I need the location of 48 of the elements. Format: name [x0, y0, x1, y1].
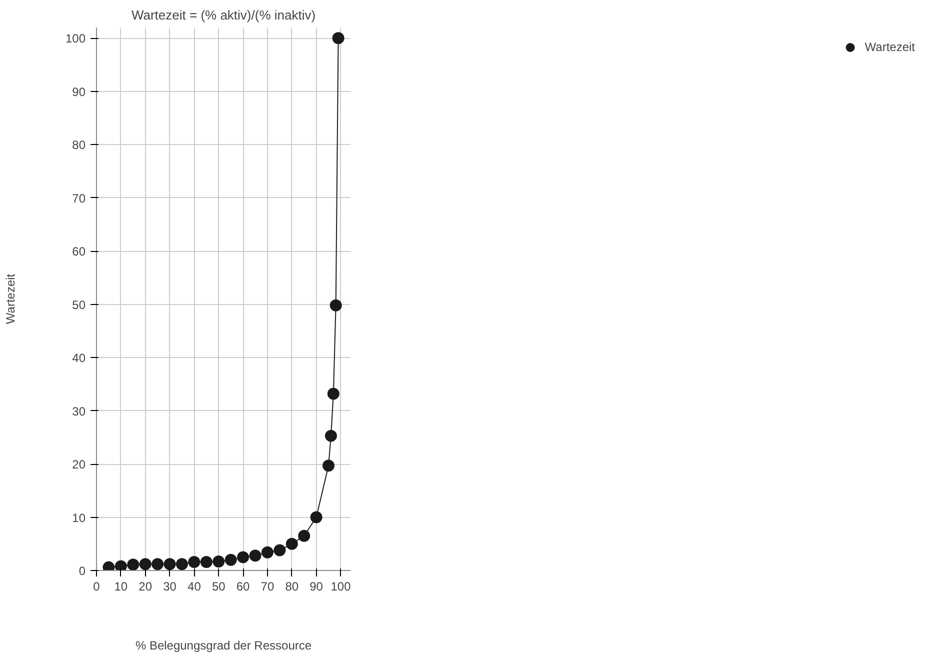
x-tick-label: 90 — [310, 580, 324, 594]
x-tick-label: 0 — [93, 580, 100, 594]
x-tick-label: 20 — [138, 580, 152, 594]
point — [286, 538, 298, 550]
y-tick-label: 50 — [72, 298, 86, 312]
point — [330, 299, 342, 312]
point — [152, 558, 164, 570]
point — [176, 558, 188, 570]
point — [139, 558, 152, 570]
point — [298, 530, 310, 542]
y-tick-label: 40 — [72, 351, 86, 366]
point — [188, 556, 200, 568]
x-axis-title: % Belegungsgrad der Ressource — [135, 638, 312, 652]
x-tick-label: 10 — [114, 580, 128, 594]
point — [324, 430, 337, 442]
y-tick-label: 80 — [72, 138, 86, 152]
point — [164, 558, 176, 570]
chart-title: Wartezeit = (% aktiv)/(% inaktiv) — [131, 8, 316, 22]
y-tick-label: 20 — [72, 458, 86, 472]
x-tick-label: 60 — [236, 580, 250, 594]
x-tick-label: 30 — [163, 580, 177, 594]
x-tick-label: 50 — [212, 580, 226, 594]
y-tick-label: 10 — [72, 510, 86, 525]
y-tick-label: 0 — [78, 564, 86, 578]
x-tick-label: 100 — [330, 580, 352, 594]
point — [332, 32, 344, 44]
point — [212, 555, 225, 568]
point — [114, 560, 127, 570]
point — [274, 544, 286, 556]
x-tick-label: 40 — [188, 580, 202, 594]
point — [200, 556, 212, 568]
point — [249, 550, 262, 562]
point — [224, 554, 237, 566]
point — [327, 388, 340, 400]
point — [261, 546, 274, 558]
x-tick-label: 70 — [260, 580, 274, 594]
point — [237, 551, 250, 564]
x-tick-label: 80 — [285, 580, 299, 594]
y-tick-label: 100 — [65, 32, 86, 46]
point — [127, 558, 140, 570]
point — [322, 460, 335, 472]
point — [310, 511, 322, 524]
legend-label: Wartezeit — [864, 40, 915, 54]
y-tick-label: 70 — [72, 191, 86, 206]
y-tick-label: 30 — [72, 404, 86, 418]
y-axis-title: Wartezeit — [3, 273, 18, 324]
y-tick-label: 60 — [72, 244, 86, 259]
y-tick-label: 90 — [72, 84, 86, 99]
